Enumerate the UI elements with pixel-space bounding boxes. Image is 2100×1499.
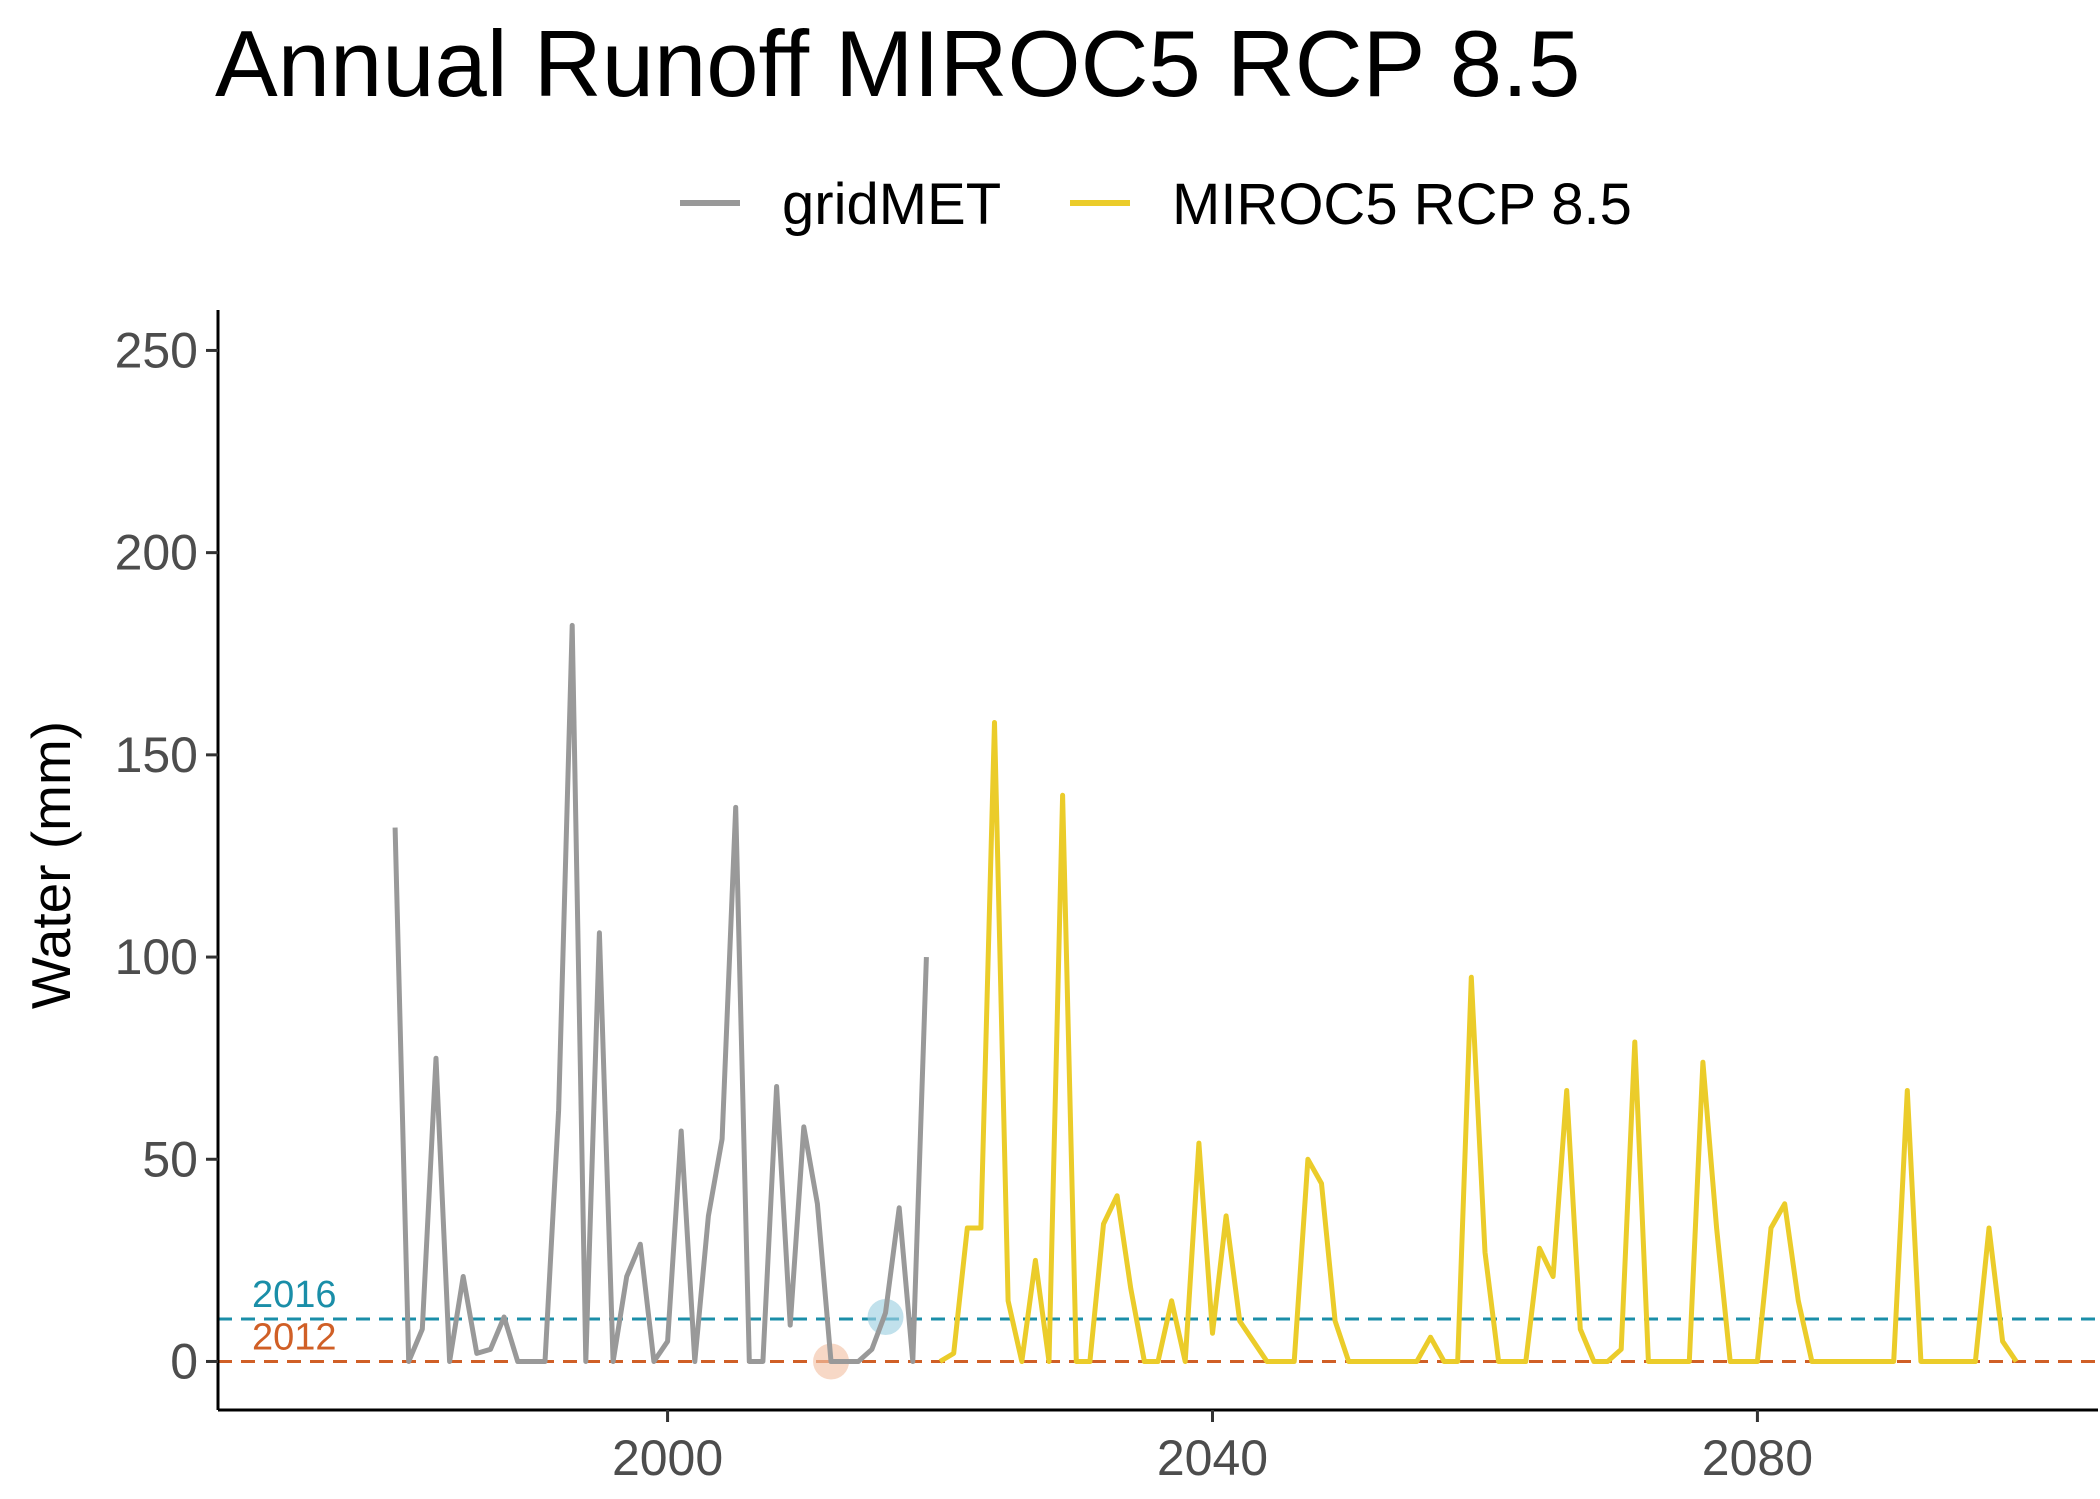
y-tick-label: 100	[115, 929, 198, 985]
chart-title: Annual Runoff MIROC5 RCP 8.5	[215, 11, 1580, 116]
legend: gridMET MIROC5 RCP 8.5	[680, 172, 1632, 237]
y-tick-label: 200	[115, 525, 198, 581]
x-axis: 2000 2040 2080	[218, 1408, 2098, 1486]
legend-label: gridMET	[782, 172, 1001, 237]
reference-line-label: 2012	[252, 1316, 337, 1358]
series-line	[392, 622, 929, 1364]
y-tick-label: 0	[170, 1333, 198, 1389]
y-axis-title: Water (mm)	[20, 721, 82, 1009]
x-tick-label: 2040	[1157, 1430, 1268, 1486]
y-axis: 0 50 100 150 200 250	[115, 310, 220, 1410]
y-tick-label: 50	[142, 1131, 198, 1187]
reference-line-label: 2016	[252, 1274, 337, 1316]
x-tick-label: 2080	[1702, 1430, 1813, 1486]
legend-label: MIROC5 RCP 8.5	[1172, 172, 1632, 237]
x-tick-label: 2000	[612, 1430, 723, 1486]
series-line	[938, 720, 2019, 1364]
y-tick-label: 250	[115, 322, 198, 378]
y-tick-label: 150	[115, 727, 198, 783]
